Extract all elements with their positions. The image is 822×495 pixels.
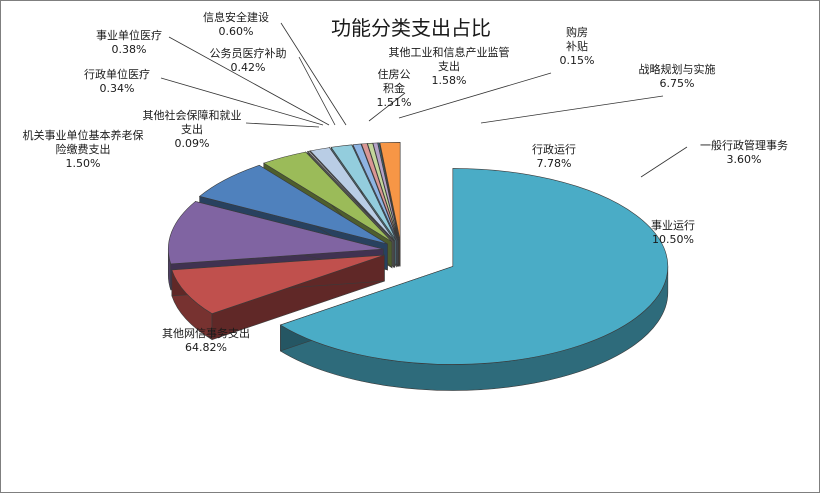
slice-7-label: 其他工业和信息产业监管支出 1.58% [389, 45, 510, 87]
slice-5-top [307, 150, 395, 242]
slice-0 [279, 168, 669, 391]
slice-13-top [379, 142, 401, 241]
slice-7-value: 1.58% [432, 74, 467, 87]
slice-6-name: 住房公 [378, 67, 411, 81]
slice-10-name: 事业单位医疗 [96, 28, 162, 42]
slice-11-name: 行政单位医疗 [84, 67, 150, 81]
slice-11-top [372, 142, 400, 241]
leader-lines [160, 22, 688, 178]
slice-8-top [352, 143, 398, 241]
slice-7-leader [368, 92, 406, 122]
slices-layer [167, 142, 669, 391]
slice-6-top [309, 147, 395, 242]
slice-4-label: 一般行政管理事务 3.60% [700, 138, 788, 166]
slice-5-leader [398, 72, 552, 119]
slice-9-top [361, 143, 399, 241]
slice-0-top [279, 168, 669, 365]
chart-title: 功能分类支出占比 [331, 16, 491, 40]
slice-6-name: 积金 [383, 81, 405, 95]
slice-10-value: 0.38% [112, 43, 147, 56]
slice-8-label: 信息安全建设 0.60% [203, 10, 269, 38]
slice-1-top [171, 254, 385, 315]
slice-12-value: 0.09% [175, 137, 210, 150]
slice-10-leader [168, 36, 330, 126]
slice-8-leader [280, 22, 347, 126]
slice-7-top [330, 144, 397, 241]
labels-layer: 其他网信事务支出 64.82% 行政运行 7.78% 事业运行 10.50% 战略规划与实施… [23, 10, 789, 354]
slice-11-label: 行政单位医疗 0.34% [84, 67, 150, 95]
slice-13-name: 机关事业单位基本养老保 [23, 128, 144, 142]
slice-12-label: 其他社会保障和就业支出 0.09% [143, 108, 242, 150]
slice-3-leader [480, 95, 664, 124]
slice-5-label: 购房补贴 0.15% [560, 25, 595, 67]
slice-9-leader [298, 56, 336, 126]
slice-3-name: 战略规划与实施 [639, 62, 716, 76]
slice-10-label: 事业单位医疗 0.38% [96, 28, 162, 56]
slice-12-name: 支出 [181, 122, 203, 136]
slice-12-leader [245, 122, 320, 128]
slice-13-value: 1.50% [66, 157, 101, 170]
slice-1 [171, 254, 385, 341]
slice-2-label: 事业运行 10.50% [651, 219, 695, 246]
slice-5-name: 购房 [566, 25, 588, 39]
slice-3-value: 6.75% [660, 77, 695, 90]
slice-0-label: 其他网信事务支出 64.82% [162, 326, 250, 354]
slice-9-name: 公务员医疗补助 [210, 46, 287, 60]
slice-2-name: 事业运行 [651, 219, 695, 232]
slice-0-value: 64.82% [185, 341, 227, 354]
slice-4-leader [640, 146, 688, 178]
slice-3-top [198, 164, 388, 245]
slice-6-value: 1.51% [377, 96, 412, 109]
slice-10-top [367, 142, 399, 241]
slice-2-value: 10.50% [652, 233, 694, 246]
slice-11-value: 0.34% [100, 82, 135, 95]
slice-13-name: 险缴费支出 [56, 142, 111, 156]
slice-9-value: 0.42% [231, 61, 266, 74]
slice-3-label: 战略规划与实施 6.75% [639, 62, 716, 90]
slice-7-name: 其他工业和信息产业监管 [389, 45, 510, 59]
slice-9-label: 公务员医疗补助 0.42% [210, 46, 287, 74]
slice-4-name: 一般行政管理事务 [700, 138, 788, 152]
slice-5-name: 补贴 [566, 39, 588, 53]
slice-8-value: 0.60% [219, 25, 254, 38]
slice-7-name: 支出 [438, 59, 460, 73]
slice-11-leader [160, 77, 324, 126]
slice-0-name: 其他网信事务支出 [162, 326, 250, 340]
slice-5-value: 0.15% [560, 54, 595, 67]
slice-1-label: 行政运行 7.78% [532, 142, 576, 170]
slice-4-value: 3.60% [727, 153, 762, 166]
slice-2-top [168, 201, 384, 265]
slice-8-name: 信息安全建设 [203, 10, 269, 24]
slice-1-value: 7.78% [537, 157, 572, 170]
slice-12-name: 其他社会保障和就业 [143, 108, 242, 122]
slice-4-top [263, 151, 393, 243]
slice-13-label: 机关事业单位基本养老保险缴费支出 1.50% [23, 128, 144, 170]
slice-1-name: 行政运行 [532, 142, 576, 156]
slice-6-label: 住房公积金 1.51% [377, 67, 412, 109]
